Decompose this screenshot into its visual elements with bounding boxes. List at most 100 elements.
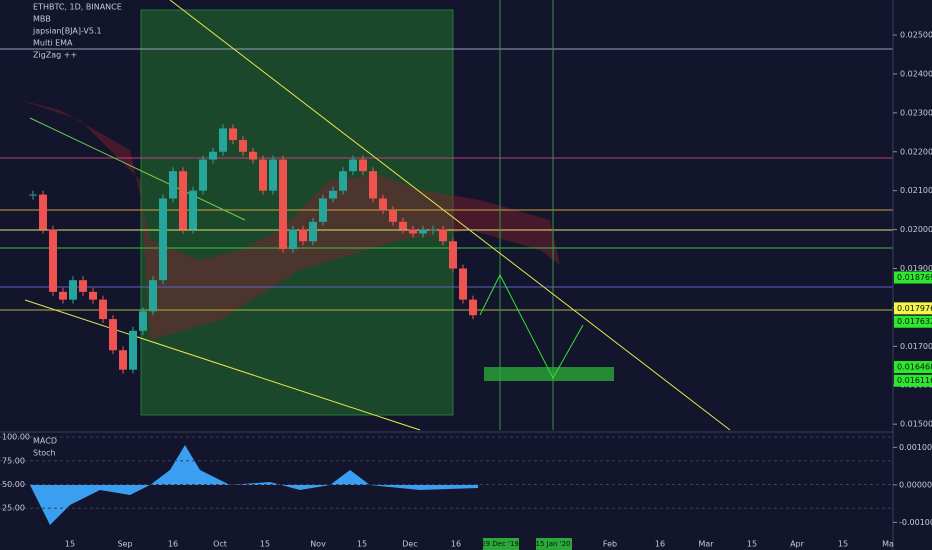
candle (349, 159, 357, 172)
candle (49, 229, 57, 292)
indicator: MACD (33, 437, 57, 446)
candle (29, 194, 37, 196)
symbol: ETHBTC, 1D, BINANCE (33, 3, 122, 12)
candle (459, 268, 467, 300)
price-tag-label: 0.018769 (897, 273, 932, 282)
price-tag (894, 361, 932, 374)
candle (289, 229, 297, 250)
candle (429, 229, 437, 231)
candle (469, 299, 477, 316)
candle (449, 241, 457, 269)
x-tick-label: Ma (882, 540, 894, 549)
price-tag (894, 315, 932, 328)
candle (259, 159, 267, 191)
x-tick-label: 16 (655, 540, 665, 549)
candle (339, 171, 347, 191)
candle (249, 151, 257, 160)
y-tick-label: 50.00 (2, 480, 25, 489)
indicator: ZigZag ++ (33, 51, 77, 60)
date-tag (536, 538, 572, 550)
candle (39, 194, 47, 230)
candle (299, 229, 307, 242)
candle (219, 128, 227, 152)
x-tick-label: 16 (451, 540, 461, 549)
x-tick-label: Oct (213, 540, 227, 549)
candle (239, 140, 247, 152)
price-tag-label: 0.017976 (897, 304, 932, 313)
candle (419, 229, 427, 234)
x-tick-label: 15 (838, 540, 848, 549)
y-tick-label: 100.00 (2, 433, 30, 442)
x-tick-label: 29 Dec '19 (481, 540, 519, 548)
candle (229, 128, 237, 141)
candle (329, 190, 337, 199)
candle (169, 171, 177, 199)
candle (119, 350, 127, 370)
x-tick-label: Dec (402, 540, 417, 549)
x-tick-label: 16 (168, 540, 178, 549)
candle (409, 229, 417, 234)
x-tick-label: Sep (117, 540, 132, 549)
price-tag-label: 0.017632 (897, 317, 932, 326)
y-tick-label: 75.00 (2, 456, 25, 465)
candle (279, 159, 287, 250)
candle (359, 159, 367, 172)
candle (159, 198, 167, 281)
candle (109, 319, 117, 351)
x-tick-label: 15 (260, 540, 270, 549)
candle (99, 299, 107, 320)
candle (319, 198, 327, 222)
indicator: MBB (33, 15, 51, 24)
candle (379, 198, 387, 211)
candle (179, 171, 187, 230)
legend: ETHBTC, 1D, BINANCE MBB japsian[BJA]-V5.… (32, 3, 122, 458)
price-tag-label: 0.016468 (897, 363, 932, 372)
macd-histogram (30, 445, 478, 525)
x-tick-label: Mar (698, 540, 714, 549)
candle (89, 291, 97, 300)
candle (189, 190, 197, 230)
x-tick-label: 15 Jan '20 (536, 540, 571, 548)
candle (209, 151, 217, 160)
x-tick-label: 15 (357, 540, 367, 549)
x-tick-label: Feb (603, 540, 617, 549)
x-tick-label: Nov (310, 540, 326, 549)
x-tick-label: 15 (65, 540, 75, 549)
candle (69, 280, 77, 300)
x-tick-label: 15 (747, 540, 757, 549)
candle (139, 311, 147, 331)
indicator: Stoch (33, 449, 56, 458)
price-tag (894, 302, 932, 315)
candle (149, 280, 157, 312)
price-tag (894, 374, 932, 387)
price-tag-label: 0.016116 (897, 376, 932, 385)
candle (59, 291, 67, 300)
x-tick-label: Apr (790, 540, 805, 549)
y-tick-label: 25.00 (2, 504, 25, 513)
date-tag (483, 538, 519, 550)
candle (309, 221, 317, 242)
cloud (20, 100, 560, 340)
levels (0, 0, 894, 550)
candle (129, 330, 137, 370)
candle (269, 159, 277, 191)
price-tag (894, 271, 932, 284)
y2-tick-label: 0.000000 (899, 480, 932, 489)
indicator: Multi EMA (33, 39, 73, 48)
indicator: japsian[BJA]-V5.1 (32, 27, 102, 36)
candle (439, 229, 447, 242)
candle (389, 210, 397, 222)
candle (369, 171, 377, 199)
